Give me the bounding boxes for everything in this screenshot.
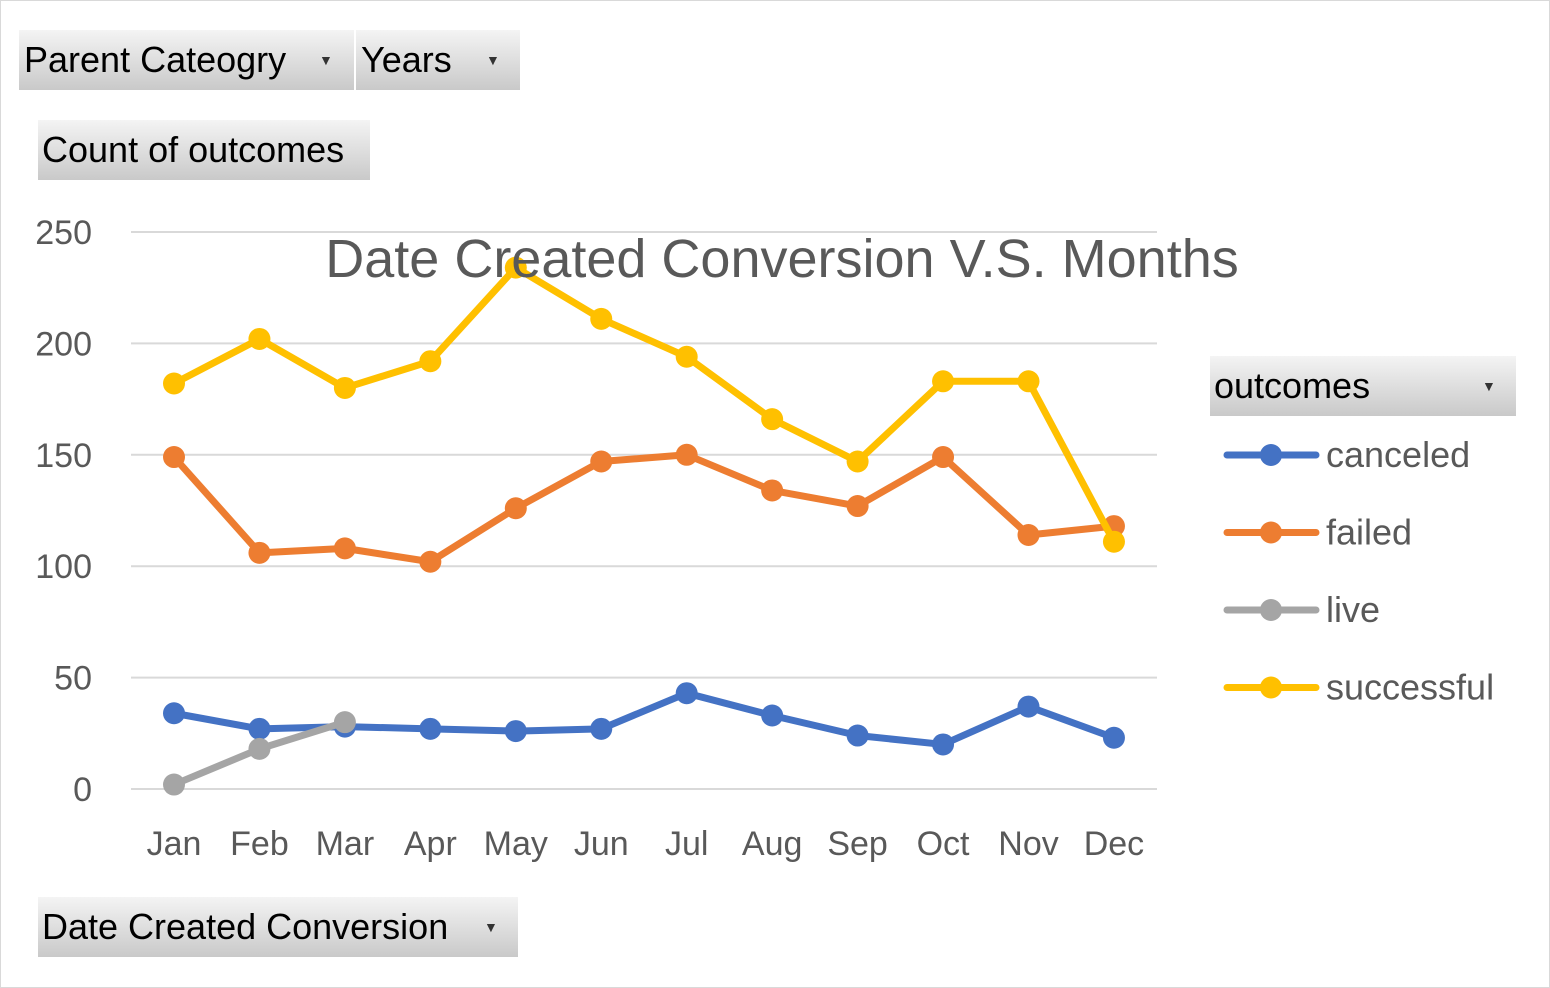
legend-marker-icon (1260, 444, 1282, 466)
data-point-canceled (846, 724, 869, 747)
data-point-successful (1102, 530, 1125, 553)
legend-item-live[interactable]: live (1223, 589, 1380, 630)
legend-label: successful (1326, 667, 1494, 708)
series-live (163, 711, 356, 796)
data-point-successful (846, 450, 869, 473)
data-point-canceled (1017, 695, 1040, 718)
x-tick-label: Oct (917, 825, 970, 863)
data-point-canceled (504, 720, 527, 743)
x-tick-label: Dec (1084, 825, 1144, 863)
values-field-label: Count of outcomes (42, 129, 345, 170)
data-point-live (163, 773, 185, 796)
data-point-successful (163, 372, 185, 395)
values-field-button[interactable]: Count of outcomes (38, 120, 370, 180)
data-point-successful (761, 408, 784, 431)
x-tick-label: Aug (742, 825, 803, 863)
gridlines (131, 231, 1157, 790)
data-point-failed (504, 497, 527, 520)
x-axis-ticks: Jan Feb Mar Apr May Jun Jul Aug Sep Oct Nov Dec (147, 825, 1145, 863)
x-tick-label: Jul (665, 825, 708, 863)
data-point-canceled (163, 702, 185, 725)
legend-item-successful[interactable]: successful (1223, 667, 1494, 708)
data-point-successful (1017, 370, 1040, 393)
y-axis-ticks: 0 50 100 150 200 250 (35, 214, 92, 809)
years-filter-button[interactable]: Years ▼ (356, 30, 520, 90)
years-label: Years (361, 39, 452, 80)
x-tick-label: Feb (230, 825, 289, 863)
data-point-failed (675, 443, 698, 466)
legend: canceled failed live successful (1223, 434, 1494, 708)
data-point-failed (248, 541, 271, 564)
data-point-successful (590, 307, 613, 330)
x-tick-label: Sep (827, 825, 888, 863)
dropdown-arrow-icon[interactable]: ▼ (486, 52, 500, 68)
parent-category-label: Parent Cateogry (24, 39, 287, 80)
data-point-failed (419, 550, 442, 573)
x-tick-label: Nov (998, 825, 1058, 863)
series-line-successful (170, 264, 1118, 546)
legend-label: canceled (1326, 434, 1470, 475)
series-failed (163, 443, 1125, 573)
series-canceled (163, 682, 1125, 756)
legend-item-canceled[interactable]: canceled (1223, 434, 1470, 475)
data-point-failed (932, 446, 955, 469)
data-point-canceled (1102, 726, 1125, 749)
data-point-failed (590, 450, 613, 473)
series-successful (163, 256, 1125, 553)
data-point-failed (761, 479, 784, 502)
legend-field-button[interactable]: outcomes ▼ (1210, 356, 1516, 416)
y-tick-label: 200 (35, 325, 92, 363)
legend-label: live (1326, 589, 1380, 630)
y-tick-label: 0 (73, 771, 92, 809)
data-point-successful (419, 350, 442, 373)
axis-field-label: Date Created Conversion (42, 906, 449, 947)
legend-item-failed[interactable]: failed (1223, 512, 1412, 553)
data-point-successful (504, 256, 527, 279)
legend-marker-icon (1260, 521, 1282, 544)
legend-marker-icon (1260, 599, 1282, 621)
x-tick-label: May (484, 825, 548, 863)
data-point-canceled (419, 717, 442, 740)
series-line-canceled (170, 689, 1118, 748)
data-point-successful (333, 376, 356, 399)
data-point-failed (846, 495, 869, 518)
data-point-failed (333, 537, 356, 560)
x-tick-label: Jan (147, 825, 202, 863)
parent-category-filter-button[interactable]: Parent Cateogry ▼ (19, 30, 354, 90)
series-layer (163, 256, 1125, 796)
data-point-successful (675, 345, 698, 368)
y-tick-label: 150 (35, 437, 92, 475)
x-tick-label: Jun (574, 825, 629, 863)
series-line-failed (170, 451, 1118, 566)
data-point-successful (248, 327, 271, 350)
y-tick-label: 50 (54, 660, 92, 698)
data-point-canceled (590, 717, 613, 740)
data-point-canceled (932, 733, 955, 756)
chart-title: Date Created Conversion V.S. Months (325, 229, 1239, 289)
y-tick-label: 100 (35, 548, 92, 586)
legend-field-label: outcomes (1214, 365, 1371, 406)
x-tick-label: Mar (316, 825, 375, 863)
data-point-live (248, 737, 271, 760)
data-point-live (333, 711, 356, 734)
y-tick-label: 250 (35, 214, 92, 252)
data-point-successful (932, 370, 955, 393)
data-point-canceled (675, 682, 698, 705)
dropdown-arrow-icon[interactable]: ▼ (319, 52, 333, 68)
dropdown-arrow-icon[interactable]: ▼ (484, 919, 498, 935)
data-point-failed (1017, 524, 1040, 547)
data-point-canceled (248, 717, 271, 740)
data-point-failed (163, 446, 185, 469)
legend-label: failed (1326, 512, 1412, 553)
axis-field-button[interactable]: Date Created Conversion ▼ (38, 897, 518, 957)
legend-marker-icon (1260, 676, 1282, 699)
data-point-canceled (761, 704, 784, 727)
dropdown-arrow-icon[interactable]: ▼ (1482, 378, 1496, 394)
x-tick-label: Apr (404, 825, 457, 863)
